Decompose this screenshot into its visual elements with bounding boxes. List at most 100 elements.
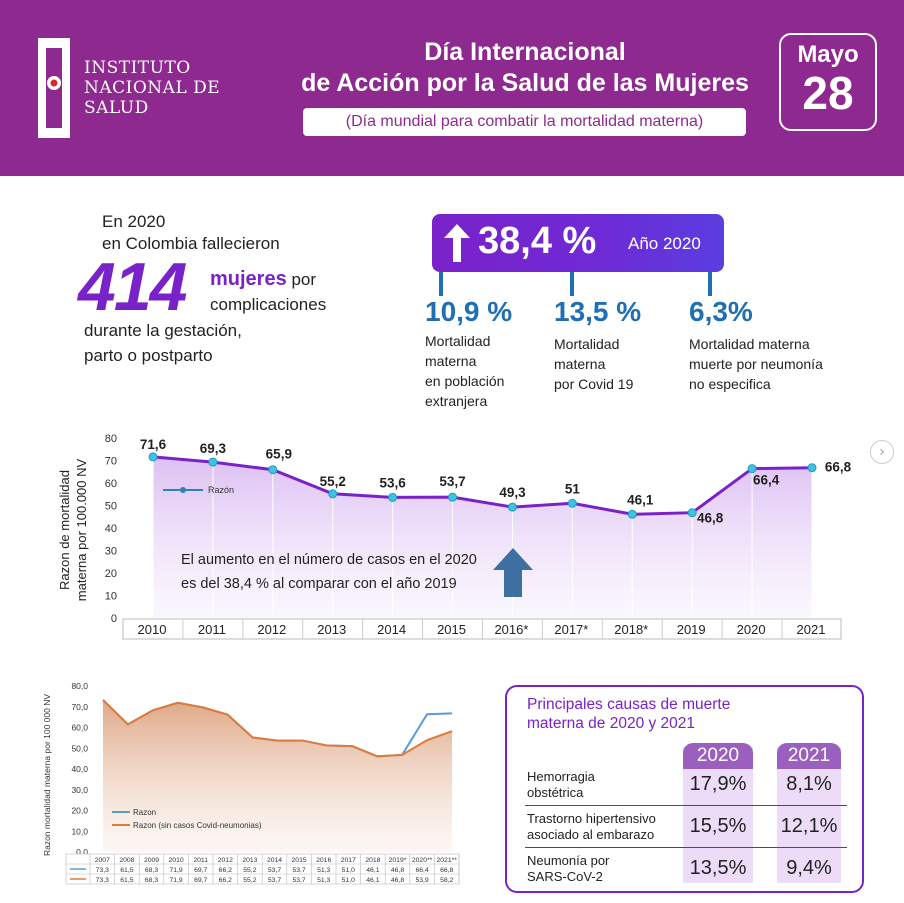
y-tick-label: 70,0 [71,702,88,712]
data-label: 51 [565,481,581,496]
mortality-line-chart: 0 10 20 30 40 50 60 70 80 71,6 69,3 65,9 55,2 53,6 53… [105,433,852,640]
table-value: 66,2 [219,877,232,884]
table-value: 55,2 [243,877,256,884]
legend-label: Razón [208,485,234,495]
column-header-2021: 2021 [777,743,841,769]
page-title-line-1: Día Internacional [424,38,626,66]
stat-desc-line: por Covid 19 [554,376,634,392]
y-tick-label: 80 [105,433,117,445]
stat-desc-line: extranjera [425,393,488,409]
stat-desc-line: no especifica [689,376,771,392]
x-tick-label: 2010 [138,622,167,637]
intro-line-4: durante la gestación, [84,321,242,340]
line-area-fill [153,456,812,618]
intro-line-3: complicaciones [210,295,327,314]
cause-label: Hemorragia obstétrica [527,769,595,801]
next-slide-button[interactable]: › [870,440,894,464]
table-year: 2011 [193,857,208,864]
column-bg-2021 [777,747,841,883]
cause-label-line: Neumonía por [527,853,610,868]
table-value: 46,1 [366,877,379,884]
table-value: 66,2 [219,867,232,874]
table-value: 51,0 [342,877,355,884]
data-point [507,502,517,512]
cause-value-2020: 13,5% [689,857,747,879]
x-tick-label: 2018* [614,622,648,637]
arrow-up-icon [444,224,470,262]
table-value: 51,0 [342,867,355,874]
table-value: 53,9 [415,877,428,884]
data-label: 55,2 [320,474,346,489]
cause-value-2021: 8,1% [786,773,832,795]
causes-title-line-1: Principales causas de muerte [527,696,731,713]
area-chart-legend: Razon Razon (sin casos Covid-neumonias) [112,808,262,830]
deaths-count: 414 [78,249,187,325]
logo-line-3: SALUD [84,98,149,118]
data-point [148,452,158,462]
y-tick-label: 60,0 [71,723,88,733]
x-tick-label: 2014 [377,622,406,637]
logo-line-1: INSTITUTO [84,58,191,78]
arrow-up-icon [493,548,533,597]
data-label: 65,9 [266,447,292,462]
table-value: 73,3 [96,867,109,874]
causes-title: Principales causas de muerte materna de … [527,695,730,733]
data-point [448,492,458,502]
cause-label-line: Trastorno hipertensivo [527,811,656,826]
table-value: 46,8 [391,877,404,884]
mujeres-line: mujeres por [210,268,316,291]
stat-desc-line: Mortalidad [425,333,491,349]
y-tick-label: 20,0 [71,806,88,816]
table-year: 2012 [218,857,233,864]
data-label: 46,8 [697,511,724,526]
area-chart-y-title: Razon mortalidad materna por 100 000 NV [42,694,52,856]
stat-foreign-desc: Mortalidad materna en población extranje… [425,331,504,411]
stat-desc-line: Mortalidad materna [689,336,810,352]
y-tick-label: 70 [105,456,117,468]
increase-banner: 38,4 % Año 2020 [432,214,724,272]
area-chart-data-table: 2007 73,3 73,3 2008 61,5 61,5 2009 68,3 68,3 2010… [65,853,460,885]
date-badge: Mayo 28 [779,33,877,131]
header-banner: INSTITUTO NACIONAL DE SALUD Día Internac… [0,0,904,176]
table-value: 53,7 [268,867,281,874]
y-axis-title-line-1: Razon de mortalidad [57,470,72,590]
data-label: 69,3 [200,441,227,456]
data-label: 49,3 [499,485,526,500]
data-label: 46,1 [627,492,654,507]
connector-line [570,272,574,296]
table-year: 2019* [389,857,407,864]
table-value: 61,5 [120,867,133,874]
date-day: 28 [802,67,854,119]
legend-label: Razon (sin casos Covid-neumonias) [133,821,262,830]
series-line-razon [152,455,813,516]
table-value: 66,4 [415,867,428,874]
stat-foreign-pct: 10,9 % [425,296,513,327]
table-year: 2010 [169,857,184,864]
x-tick-label: 2019 [677,622,706,637]
stat-desc-line: materna [554,356,606,372]
column-bg-2020 [683,747,753,883]
table-value: 71,9 [169,867,182,874]
stat-desc-line: en población [425,373,505,389]
y-tick-label: 50,0 [71,743,88,753]
table-value: 61,5 [120,877,133,884]
legend: Razón [163,485,234,495]
table-year: 2016 [316,857,331,864]
data-point [208,457,218,467]
table-value: 69,7 [194,867,207,874]
data-point [807,463,817,473]
y-tick-label: 50 [105,501,117,513]
table-value: 53,7 [292,877,305,884]
cause-label: Trastorno hipertensivo asociado al embar… [527,811,656,843]
table-value: 55,2 [243,867,256,874]
y-tick-label: 30,0 [71,785,88,795]
increase-year: Año 2020 [628,234,701,253]
table-year: 2018 [365,857,380,864]
intro-line-2: en Colombia fallecieron [102,234,280,253]
column-header-2020: 2020 [683,743,753,769]
cause-label-line: asociado al embarazo [527,827,655,842]
y-tick-label: 10 [105,591,117,603]
x-tick-label: 2012 [257,622,286,637]
y-tick-label: 0 [111,613,117,625]
cause-label-line: Hemorragia [527,769,595,784]
